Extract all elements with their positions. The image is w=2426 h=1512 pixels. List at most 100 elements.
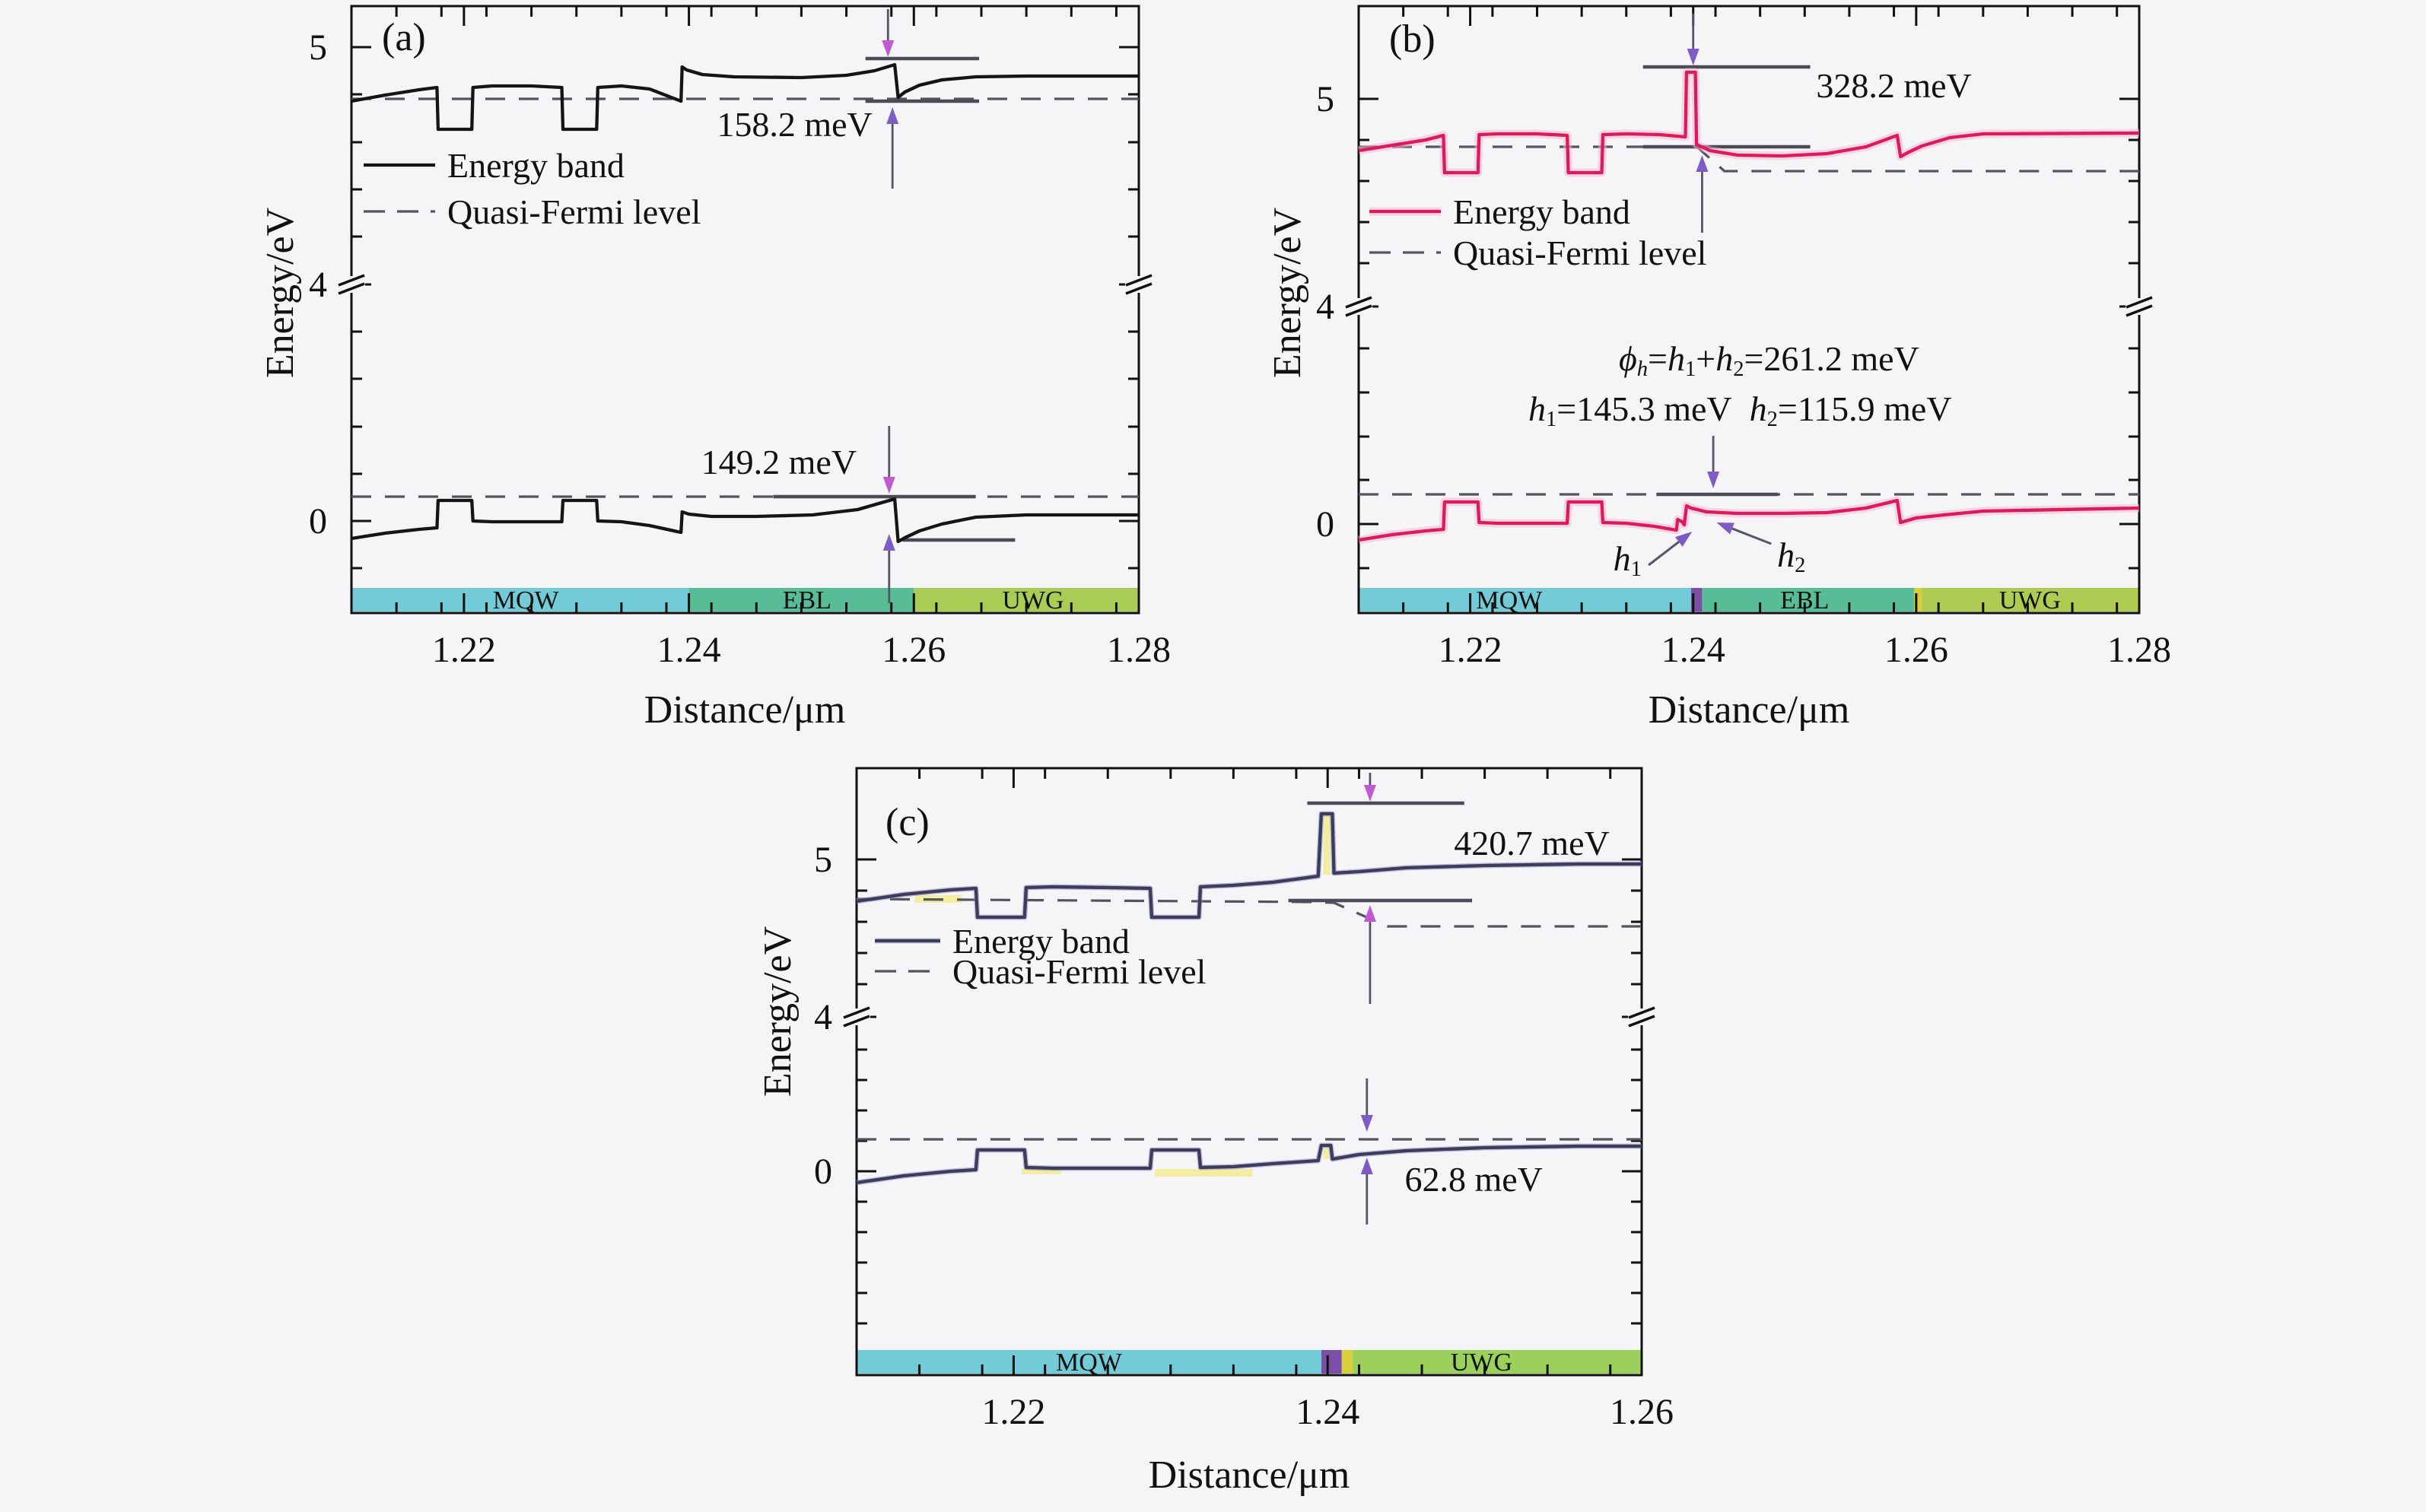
annotation-b-4: h2 bbox=[1777, 535, 1805, 577]
annotation-b-0: 328.2 meV bbox=[1816, 66, 1971, 105]
pointer-arrow-b-1 bbox=[1716, 523, 1772, 545]
x-ticks-c bbox=[918, 768, 1643, 1375]
dimension-arrow-b-0 bbox=[1687, 14, 1699, 65]
region-UWG-b bbox=[1922, 588, 2139, 611]
dimension-arrow-c-1 bbox=[1363, 905, 1376, 1004]
axis-break-right-a bbox=[1125, 274, 1153, 295]
y-tick-label-4-c: 4 bbox=[814, 997, 832, 1037]
x-tick-label-c: 1.22 bbox=[981, 1392, 1045, 1432]
dimension-arrow-b-1 bbox=[1696, 155, 1709, 233]
x-tick-label-a: 1.24 bbox=[657, 630, 721, 670]
chart-panel-c: MQW UWG 1.22 1.24 1.26 5 4 0 420.7 meV 62.8 meV En… bbox=[756, 767, 1674, 1497]
region-bar-a: MQW EBL UWG bbox=[351, 586, 1139, 615]
y-tick-label-0-b: 0 bbox=[1316, 504, 1334, 545]
panel-label-c: (c) bbox=[886, 801, 930, 844]
legend-a: Energy band Quasi-Fermi level bbox=[364, 146, 701, 231]
chart-panel-b: MQW EBL UWG 1.22 1.24 1.26 1.28 5 4 0 328.2 meV ϕh=… bbox=[1266, 5, 2171, 732]
y-tick-label-5-c: 5 bbox=[814, 840, 832, 880]
region-UWG-c bbox=[1353, 1350, 1642, 1374]
annotation-c-0: 420.7 meV bbox=[1454, 824, 1609, 862]
dimension-arrow-c-2 bbox=[1360, 1078, 1373, 1132]
annotation-b-2: h1=145.3 meV h2=115.9 meV bbox=[1528, 389, 1952, 431]
region-EBL-b bbox=[1702, 588, 1914, 611]
dimension-arrow-c-0 bbox=[1363, 773, 1376, 802]
axis-break-right-c bbox=[1628, 1006, 1655, 1028]
y-tick-label-4-a: 4 bbox=[309, 265, 327, 305]
axis-break-left-a bbox=[338, 274, 365, 295]
y-axis-title-c: Energy/eV bbox=[756, 926, 800, 1097]
pointer-arrow-b-0 bbox=[1648, 532, 1693, 567]
legend-band-label-b: Energy band bbox=[1453, 192, 1630, 231]
region-strip-c bbox=[1341, 1350, 1353, 1374]
region-bar-c: MQW UWG bbox=[857, 1348, 1642, 1377]
region-label-UWG-a: UWG bbox=[1002, 586, 1064, 615]
region-MQW-a bbox=[351, 588, 689, 611]
axis-break-left-b bbox=[1345, 296, 1372, 317]
region-bar-b: MQW EBL UWG bbox=[1359, 586, 2139, 615]
region-MQW-c bbox=[857, 1350, 1321, 1374]
y-tick-label-0-c: 0 bbox=[814, 1151, 832, 1192]
energy-band-line-band_lower-a bbox=[351, 497, 1139, 544]
y-tick-label-4-b: 4 bbox=[1316, 287, 1334, 327]
region-label-MQW-c: MQW bbox=[1056, 1348, 1123, 1377]
x-axis-title-a: Distance/μm bbox=[644, 688, 846, 732]
region-MQW-b bbox=[1359, 588, 1691, 611]
annotation-b-1: ϕh=h1+h2=261.2 meV bbox=[1619, 339, 1919, 381]
x-tick-label-c: 1.24 bbox=[1296, 1392, 1359, 1432]
annotation-c-1: 62.8 meV bbox=[1404, 1160, 1542, 1199]
dimension-arrow-a-3 bbox=[882, 534, 895, 603]
plot-border-c bbox=[855, 767, 1643, 1377]
legend-band-label-a: Energy band bbox=[447, 146, 625, 185]
x-tick-label-b: 1.26 bbox=[1884, 630, 1948, 670]
y-axis-title-b: Energy/eV bbox=[1266, 208, 1309, 378]
dimension-arrow-a-0 bbox=[882, 9, 895, 57]
legend-band-label-c: Energy band bbox=[952, 922, 1130, 961]
legend-qfl-label-c: Quasi-Fermi level bbox=[952, 952, 1206, 991]
y-tick-label-5-b: 5 bbox=[1316, 79, 1334, 119]
region-label-UWG-c: UWG bbox=[1451, 1348, 1512, 1377]
x-tick-label-a: 1.28 bbox=[1107, 630, 1171, 670]
x-ticks-a bbox=[395, 6, 1140, 613]
panel-label-a: (a) bbox=[382, 16, 426, 59]
region-strip-b bbox=[1913, 588, 1922, 611]
region-label-UWG-b: UWG bbox=[1999, 586, 2061, 615]
chart-panel-a: MQW EBL UWG 1.22 1.24 1.26 1.28 5 4 0 158.2 meV 149… bbox=[259, 5, 1171, 732]
energy-band-line-band_lower-c bbox=[856, 1143, 1642, 1185]
legend-qfl-label-a: Quasi-Fermi level bbox=[447, 192, 701, 231]
region-strip-c bbox=[1321, 1350, 1342, 1374]
energy-band-line-band_upper-a bbox=[351, 62, 1139, 132]
annotation-a-0: 158.2 meV bbox=[717, 105, 872, 144]
x-tick-label-c: 1.26 bbox=[1610, 1392, 1674, 1432]
region-label-MQW-a: MQW bbox=[493, 586, 560, 615]
x-tick-label-b: 1.24 bbox=[1661, 630, 1725, 670]
x-tick-label-b: 1.22 bbox=[1439, 630, 1502, 670]
energy-band-line-band_upper-c bbox=[856, 812, 1642, 920]
x-axis-title-b: Distance/μm bbox=[1649, 688, 1850, 732]
y-ticks-b bbox=[1359, 97, 2139, 570]
x-tick-label-b: 1.28 bbox=[2107, 630, 2171, 670]
dimension-arrow-a-2 bbox=[882, 426, 895, 494]
y-ticks-c bbox=[857, 858, 1642, 1325]
y-tick-label-5-a: 5 bbox=[309, 27, 327, 68]
dimension-arrow-a-1 bbox=[886, 107, 899, 189]
annotation-a-1: 149.2 meV bbox=[701, 443, 857, 481]
panel-label-b: (b) bbox=[1389, 17, 1436, 61]
dimension-arrow-b-2 bbox=[1707, 436, 1720, 488]
y-tick-label-0-a: 0 bbox=[309, 501, 327, 542]
band-glow-band_upper-b bbox=[1358, 68, 2140, 177]
energy-band-line-band_lower-b bbox=[1358, 498, 2140, 542]
axis-break-right-b bbox=[2126, 296, 2153, 317]
x-tick-label-a: 1.26 bbox=[882, 630, 946, 670]
dimension-arrow-c-3 bbox=[1360, 1158, 1373, 1225]
region-label-MQW-b: MQW bbox=[1476, 586, 1543, 615]
energy-band-line-band_upper-b bbox=[1358, 70, 2140, 175]
region-label-EBL-a: EBL bbox=[783, 586, 831, 615]
x-axis-title-c: Distance/μm bbox=[1149, 1453, 1350, 1497]
plot-border-a bbox=[350, 5, 1140, 615]
quasi-fermi-line-qfl_upper-c bbox=[856, 897, 1642, 928]
axis-break-left-c bbox=[843, 1006, 870, 1028]
